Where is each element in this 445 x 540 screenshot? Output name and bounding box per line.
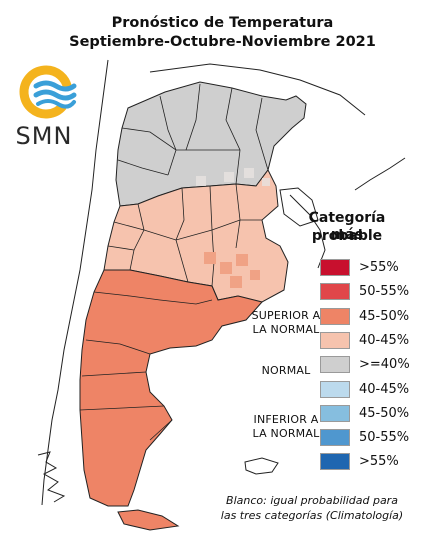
- legend-swatch: [320, 356, 350, 373]
- map-subtitle: Septiembre-Octubre-Noviembre 2021: [69, 34, 376, 50]
- category-label-superior: SUPERIOR A: [251, 309, 321, 322]
- legend-swatch-label: 50-55%: [359, 430, 410, 445]
- legend-swatch-label: 45-50%: [359, 309, 410, 324]
- category-label-normal: NORMAL: [261, 364, 311, 377]
- province-borders: [79, 83, 269, 441]
- legend-swatch: [320, 429, 350, 446]
- transition-cells: [196, 168, 270, 186]
- neighbor-border: [41, 59, 109, 506]
- footnote-line-2: las tres categorías (Climatología): [220, 509, 404, 522]
- buenos-aires-cells: [204, 252, 260, 288]
- logo-text: SMN: [15, 122, 73, 150]
- legend-swatch: [320, 259, 350, 276]
- chile-coast: [37, 451, 66, 503]
- legend-swatch: [320, 308, 350, 325]
- legend-swatch: [320, 453, 350, 470]
- legend-swatch: [320, 332, 350, 349]
- legend-title-2: probable: [311, 228, 383, 244]
- smn-logo: [19, 65, 77, 119]
- legend-swatch: [320, 381, 350, 398]
- map-region-south: [79, 269, 263, 507]
- legend-swatch-label: >=40%: [359, 357, 410, 372]
- map-region-tierra-del-fuego: [117, 509, 180, 531]
- category-label-inferior-2: LA NORMAL: [252, 427, 320, 440]
- legend-swatch-label: 45-50%: [359, 406, 410, 421]
- legend-swatch: [320, 283, 350, 300]
- uruguay-outline: [279, 187, 319, 227]
- map-title: Pronóstico de Temperatura: [111, 15, 334, 31]
- legend-title: Categoría más: [308, 210, 386, 243]
- legend-swatch-label: >55%: [359, 260, 399, 275]
- category-label-inferior: INFERIOR A: [253, 413, 319, 426]
- legend-swatch: [320, 405, 350, 422]
- legend-swatch-label: 50-55%: [359, 284, 410, 299]
- brazil-coast: [354, 157, 406, 191]
- neighbor-border: [149, 63, 366, 116]
- legend-swatch-label: >55%: [359, 454, 399, 469]
- legend-swatch-label: 40-45%: [359, 333, 410, 348]
- malvinas-islands: [244, 457, 279, 475]
- category-label-superior-2: LA NORMAL: [252, 323, 320, 336]
- neighbor-border: [289, 194, 326, 269]
- footnote-line-1: Blanco: igual probabilidad para: [226, 494, 398, 507]
- legend-swatch-label: 40-45%: [359, 382, 410, 397]
